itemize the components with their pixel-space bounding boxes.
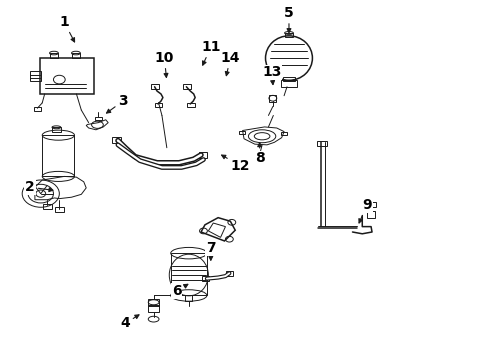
Text: 7: 7 xyxy=(206,241,216,260)
Bar xyxy=(226,271,233,276)
Text: 1: 1 xyxy=(59,15,74,42)
Bar xyxy=(171,253,207,296)
Bar xyxy=(285,33,294,37)
Text: 9: 9 xyxy=(359,198,372,223)
Text: 5: 5 xyxy=(284,6,294,32)
Bar xyxy=(34,107,41,111)
Bar xyxy=(55,207,64,212)
Bar xyxy=(72,53,80,58)
Bar xyxy=(148,299,159,306)
Bar xyxy=(270,95,276,102)
Bar xyxy=(283,77,295,81)
Text: 3: 3 xyxy=(106,94,128,113)
Bar xyxy=(42,135,74,176)
Bar xyxy=(317,141,327,145)
Text: 8: 8 xyxy=(255,143,265,166)
Bar xyxy=(112,137,121,143)
Text: 12: 12 xyxy=(221,155,250,173)
Bar xyxy=(281,132,287,135)
Text: 13: 13 xyxy=(262,66,282,85)
Text: 11: 11 xyxy=(201,40,220,65)
Bar xyxy=(183,84,191,89)
Bar xyxy=(95,117,102,120)
Bar xyxy=(367,211,375,219)
Bar xyxy=(185,295,192,301)
Bar xyxy=(367,202,376,207)
Bar xyxy=(43,204,52,209)
Bar xyxy=(148,305,159,312)
Text: 4: 4 xyxy=(121,315,139,330)
Bar xyxy=(202,276,209,281)
Text: 6: 6 xyxy=(172,284,188,298)
Text: 2: 2 xyxy=(25,180,53,194)
Bar xyxy=(49,53,58,58)
Bar xyxy=(198,152,207,158)
Text: 14: 14 xyxy=(220,51,240,76)
Bar xyxy=(52,127,61,132)
Bar xyxy=(239,131,245,134)
Bar xyxy=(30,71,41,81)
Bar xyxy=(187,103,195,107)
Bar xyxy=(40,58,94,94)
Bar xyxy=(151,84,159,89)
Text: 10: 10 xyxy=(155,51,174,77)
Bar xyxy=(155,103,162,107)
Bar xyxy=(281,80,297,87)
